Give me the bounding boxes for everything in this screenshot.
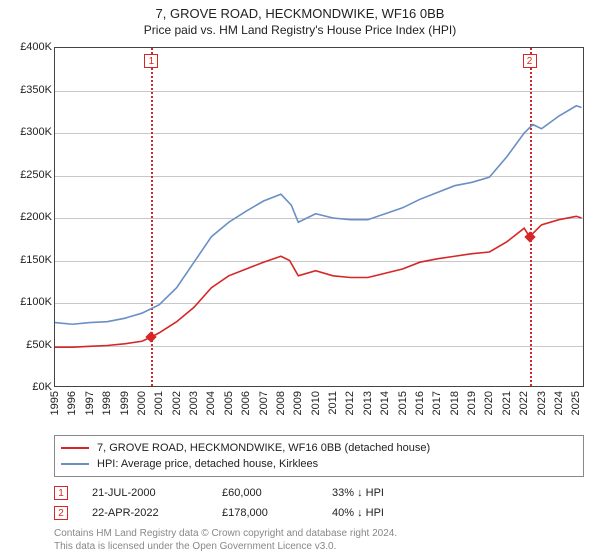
down-arrow-icon: ↓ xyxy=(357,487,363,499)
x-tick-label: 2019 xyxy=(466,391,478,415)
events-table: 1 21-JUL-2000 £60,000 33% ↓ HPI 2 22-APR… xyxy=(54,483,584,523)
series-svg xyxy=(55,48,585,388)
legend-label-property: 7, GROVE ROAD, HECKMONDWIKE, WF16 0BB (d… xyxy=(97,442,430,454)
attribution: Contains HM Land Registry data © Crown c… xyxy=(54,527,584,553)
x-tick-label: 2016 xyxy=(414,391,426,415)
attribution-line-2: This data is licensed under the Open Gov… xyxy=(54,540,584,553)
x-tick-label: 2000 xyxy=(136,391,148,415)
legend-swatch-property xyxy=(61,447,89,449)
event-pct-2: 40% ↓ HPI xyxy=(332,507,452,519)
x-tick-label: 2012 xyxy=(344,391,356,415)
series-line-property xyxy=(55,216,582,347)
y-tick-label: £100K xyxy=(20,296,52,308)
x-tick-label: 2007 xyxy=(258,391,270,415)
attribution-line-1: Contains HM Land Registry data © Crown c… xyxy=(54,527,584,540)
x-tick-label: 2003 xyxy=(188,391,200,415)
event-price-1: £60,000 xyxy=(222,487,332,499)
x-tick-label: 2004 xyxy=(205,391,217,415)
x-tick-label: 2010 xyxy=(310,391,322,415)
event-date-2: 22-APR-2022 xyxy=(92,507,222,519)
y-tick-label: £400K xyxy=(20,41,52,53)
x-tick-label: 2017 xyxy=(431,391,443,415)
legend-label-hpi: HPI: Average price, detached house, Kirk… xyxy=(97,458,318,470)
y-tick-label: £300K xyxy=(20,126,52,138)
x-tick-label: 1998 xyxy=(101,391,113,415)
chart-subtitle: Price paid vs. HM Land Registry's House … xyxy=(8,23,592,37)
event-row-1: 1 21-JUL-2000 £60,000 33% ↓ HPI xyxy=(54,483,584,503)
x-tick-label: 2009 xyxy=(292,391,304,415)
chart-area: 12 £0K£50K£100K£150K£200K£250K£300K£350K… xyxy=(8,43,592,431)
legend-item-property: 7, GROVE ROAD, HECKMONDWIKE, WF16 0BB (d… xyxy=(61,440,577,456)
event-row-2: 2 22-APR-2022 £178,000 40% ↓ HPI xyxy=(54,503,584,523)
x-tick-label: 2006 xyxy=(240,391,252,415)
down-arrow-icon: ↓ xyxy=(357,507,363,519)
x-tick-label: 2020 xyxy=(483,391,495,415)
x-tick-label: 2025 xyxy=(570,391,582,415)
x-tick-label: 2013 xyxy=(362,391,374,415)
event-price-2: £178,000 xyxy=(222,507,332,519)
chart-container: 7, GROVE ROAD, HECKMONDWIKE, WF16 0BB Pr… xyxy=(0,0,600,560)
x-tick-label: 2005 xyxy=(223,391,235,415)
x-tick-label: 1996 xyxy=(66,391,78,415)
x-tick-label: 2018 xyxy=(449,391,461,415)
y-tick-label: £200K xyxy=(20,211,52,223)
legend: 7, GROVE ROAD, HECKMONDWIKE, WF16 0BB (d… xyxy=(54,435,584,477)
x-tick-label: 1997 xyxy=(84,391,96,415)
x-tick-label: 2014 xyxy=(379,391,391,415)
legend-swatch-hpi xyxy=(61,463,89,465)
x-tick-label: 2021 xyxy=(501,391,513,415)
x-tick-label: 2008 xyxy=(275,391,287,415)
legend-item-hpi: HPI: Average price, detached house, Kirk… xyxy=(61,456,577,472)
y-tick-label: £50K xyxy=(26,339,52,351)
y-tick-label: £150K xyxy=(20,254,52,266)
x-tick-label: 2011 xyxy=(327,391,339,415)
event-date-1: 21-JUL-2000 xyxy=(92,487,222,499)
x-tick-label: 2022 xyxy=(518,391,530,415)
x-tick-label: 2001 xyxy=(153,391,165,415)
y-tick-label: £250K xyxy=(20,169,52,181)
event-marker-2: 2 xyxy=(54,506,68,520)
event-pct-1: 33% ↓ HPI xyxy=(332,487,452,499)
y-tick-label: £350K xyxy=(20,84,52,96)
event-marker-1: 1 xyxy=(54,486,68,500)
x-tick-label: 2024 xyxy=(553,391,565,415)
plot-region: 12 xyxy=(54,47,584,387)
x-tick-label: 1995 xyxy=(49,391,61,415)
x-tick-label: 2002 xyxy=(171,391,183,415)
x-tick-label: 1999 xyxy=(119,391,131,415)
chart-title: 7, GROVE ROAD, HECKMONDWIKE, WF16 0BB xyxy=(8,6,592,21)
series-line-hpi xyxy=(55,106,582,324)
x-tick-label: 2023 xyxy=(536,391,548,415)
x-tick-label: 2015 xyxy=(397,391,409,415)
